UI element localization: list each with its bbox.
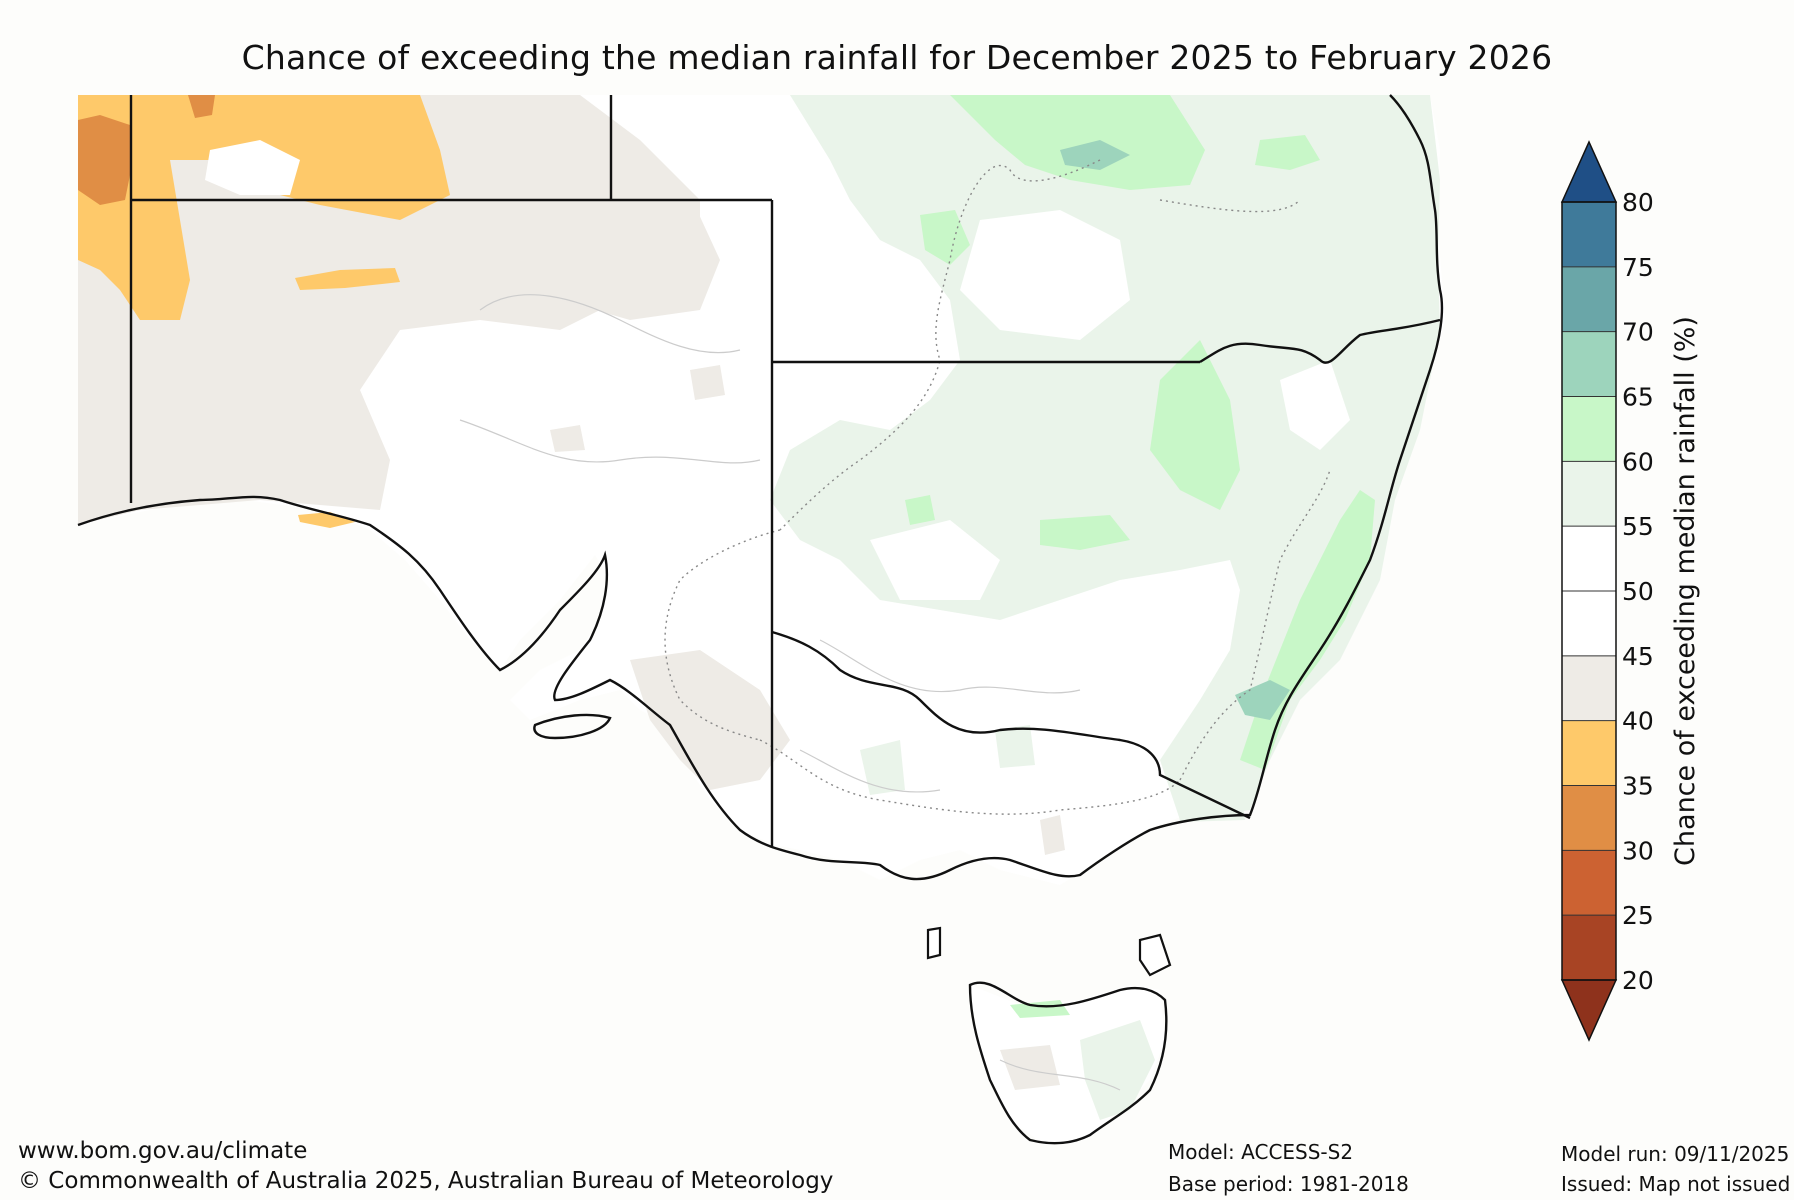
wet-area-60-65-small — [1040, 515, 1130, 550]
issued-text: Issued: Map not issued — [1561, 1172, 1791, 1196]
dry-patch-coast — [298, 512, 355, 528]
dry-area-sa-south — [630, 650, 790, 790]
colorbar-axis-label: Chance of exceeding median rainfall (%) — [1670, 316, 1701, 866]
wet-area-55-60-east — [770, 95, 1440, 820]
dry-small-3 — [1040, 815, 1065, 855]
colorbar-tick-label: 55 — [1622, 512, 1654, 541]
dry-area-30-35 — [78, 115, 130, 205]
colorbar-tick-label: 30 — [1622, 836, 1654, 865]
map-title: Chance of exceeding the median rainfall … — [241, 38, 1553, 77]
wet-area-60-65-nsw — [1150, 340, 1240, 510]
wet-area-55-60-vic3 — [1175, 785, 1245, 822]
colorbar-tick-label: 65 — [1622, 383, 1654, 412]
colorbar-tick-label: 70 — [1622, 318, 1654, 347]
wet-area-60-65-north — [950, 95, 1205, 190]
neutral-hole-east-2 — [870, 520, 1000, 600]
wet-area-55-60-vic — [860, 740, 905, 795]
dotted-boundaries — [664, 159, 1331, 815]
website-text: www.bom.gov.au/climate — [18, 1138, 308, 1164]
dry-small-1 — [690, 365, 725, 400]
colorbar-band-45-50 — [1562, 591, 1616, 656]
neutral-hole-east — [960, 210, 1130, 340]
colorbar-tick-label: 20 — [1622, 966, 1654, 995]
state-borders — [129, 95, 1441, 848]
dry-area-sa-patch — [540, 195, 720, 320]
colorbar: 20 25 30 35 40 45 50 55 60 65 70 75 80 Chance of exce… — [1560, 140, 1701, 1042]
colorbar-tick-label: 45 — [1622, 642, 1654, 671]
map-area — [77, 94, 1448, 1145]
flinders-island — [1138, 933, 1172, 977]
copyright-text: © Commonwealth of Australia 2025, Austra… — [18, 1168, 834, 1194]
colorbar-tick-label: 80 — [1622, 188, 1654, 217]
colorbar-over-arrow — [1560, 140, 1618, 203]
king-island — [926, 926, 942, 960]
wet-area-60-65-small2 — [905, 495, 935, 525]
coastline — [77, 94, 1444, 881]
colorbar-tick-label: 75 — [1622, 253, 1654, 282]
dry-area-40-45 — [78, 95, 700, 525]
colorbar-tick-label: 60 — [1622, 447, 1654, 476]
colorbar-band-30-35 — [1562, 785, 1616, 851]
wet-area-55-60-vic2 — [995, 725, 1035, 768]
colorbar-outline — [1561, 201, 1617, 981]
dry-tas-west — [1000, 1045, 1060, 1090]
colorbar-band-50-55 — [1562, 526, 1616, 591]
dry-area-30-35-b — [188, 95, 215, 118]
colorbar-band-60-65 — [1562, 396, 1616, 462]
contour-lines — [459, 294, 1121, 1091]
dry-area-35-40 — [78, 95, 450, 320]
colorbar-tick-label: 50 — [1622, 577, 1654, 606]
wet-area-55-60-tas — [1080, 1020, 1155, 1120]
colorbar-band-70-75 — [1562, 266, 1616, 332]
dry-patch-35-40 — [295, 268, 400, 290]
wet-area-60-65-qld — [920, 210, 970, 265]
colorbar-band-20-25 — [1562, 915, 1616, 980]
dry-small-2 — [550, 425, 585, 452]
tasmania-coastline — [968, 981, 1168, 1145]
colorbar-band-55-60 — [1562, 461, 1616, 527]
colorbar-band-65-70 — [1562, 331, 1616, 397]
colorbar-band-40-45 — [1562, 655, 1616, 721]
wet-area-60-65-ne — [1255, 135, 1320, 170]
model-run-text: Model run: 09/11/2025 — [1561, 1142, 1790, 1166]
colorbar-under-arrow — [1560, 979, 1618, 1042]
colorbar-band-25-30 — [1562, 850, 1616, 916]
colorbar-tick-label: 35 — [1622, 772, 1654, 801]
neutral-hole-east-3 — [1280, 360, 1350, 450]
colorbar-band-75-80 — [1562, 202, 1616, 267]
colorbar-tick-label: 25 — [1622, 901, 1654, 930]
colorbar-tick-label: 40 — [1622, 707, 1654, 736]
colorbar-band-35-40 — [1562, 720, 1616, 786]
model-text: Model: ACCESS-S2 — [1168, 1140, 1354, 1164]
neutral-hole — [205, 140, 300, 195]
wet-area-65-70-north — [1060, 140, 1130, 170]
base-period-text: Base period: 1981-2018 — [1168, 1172, 1409, 1196]
